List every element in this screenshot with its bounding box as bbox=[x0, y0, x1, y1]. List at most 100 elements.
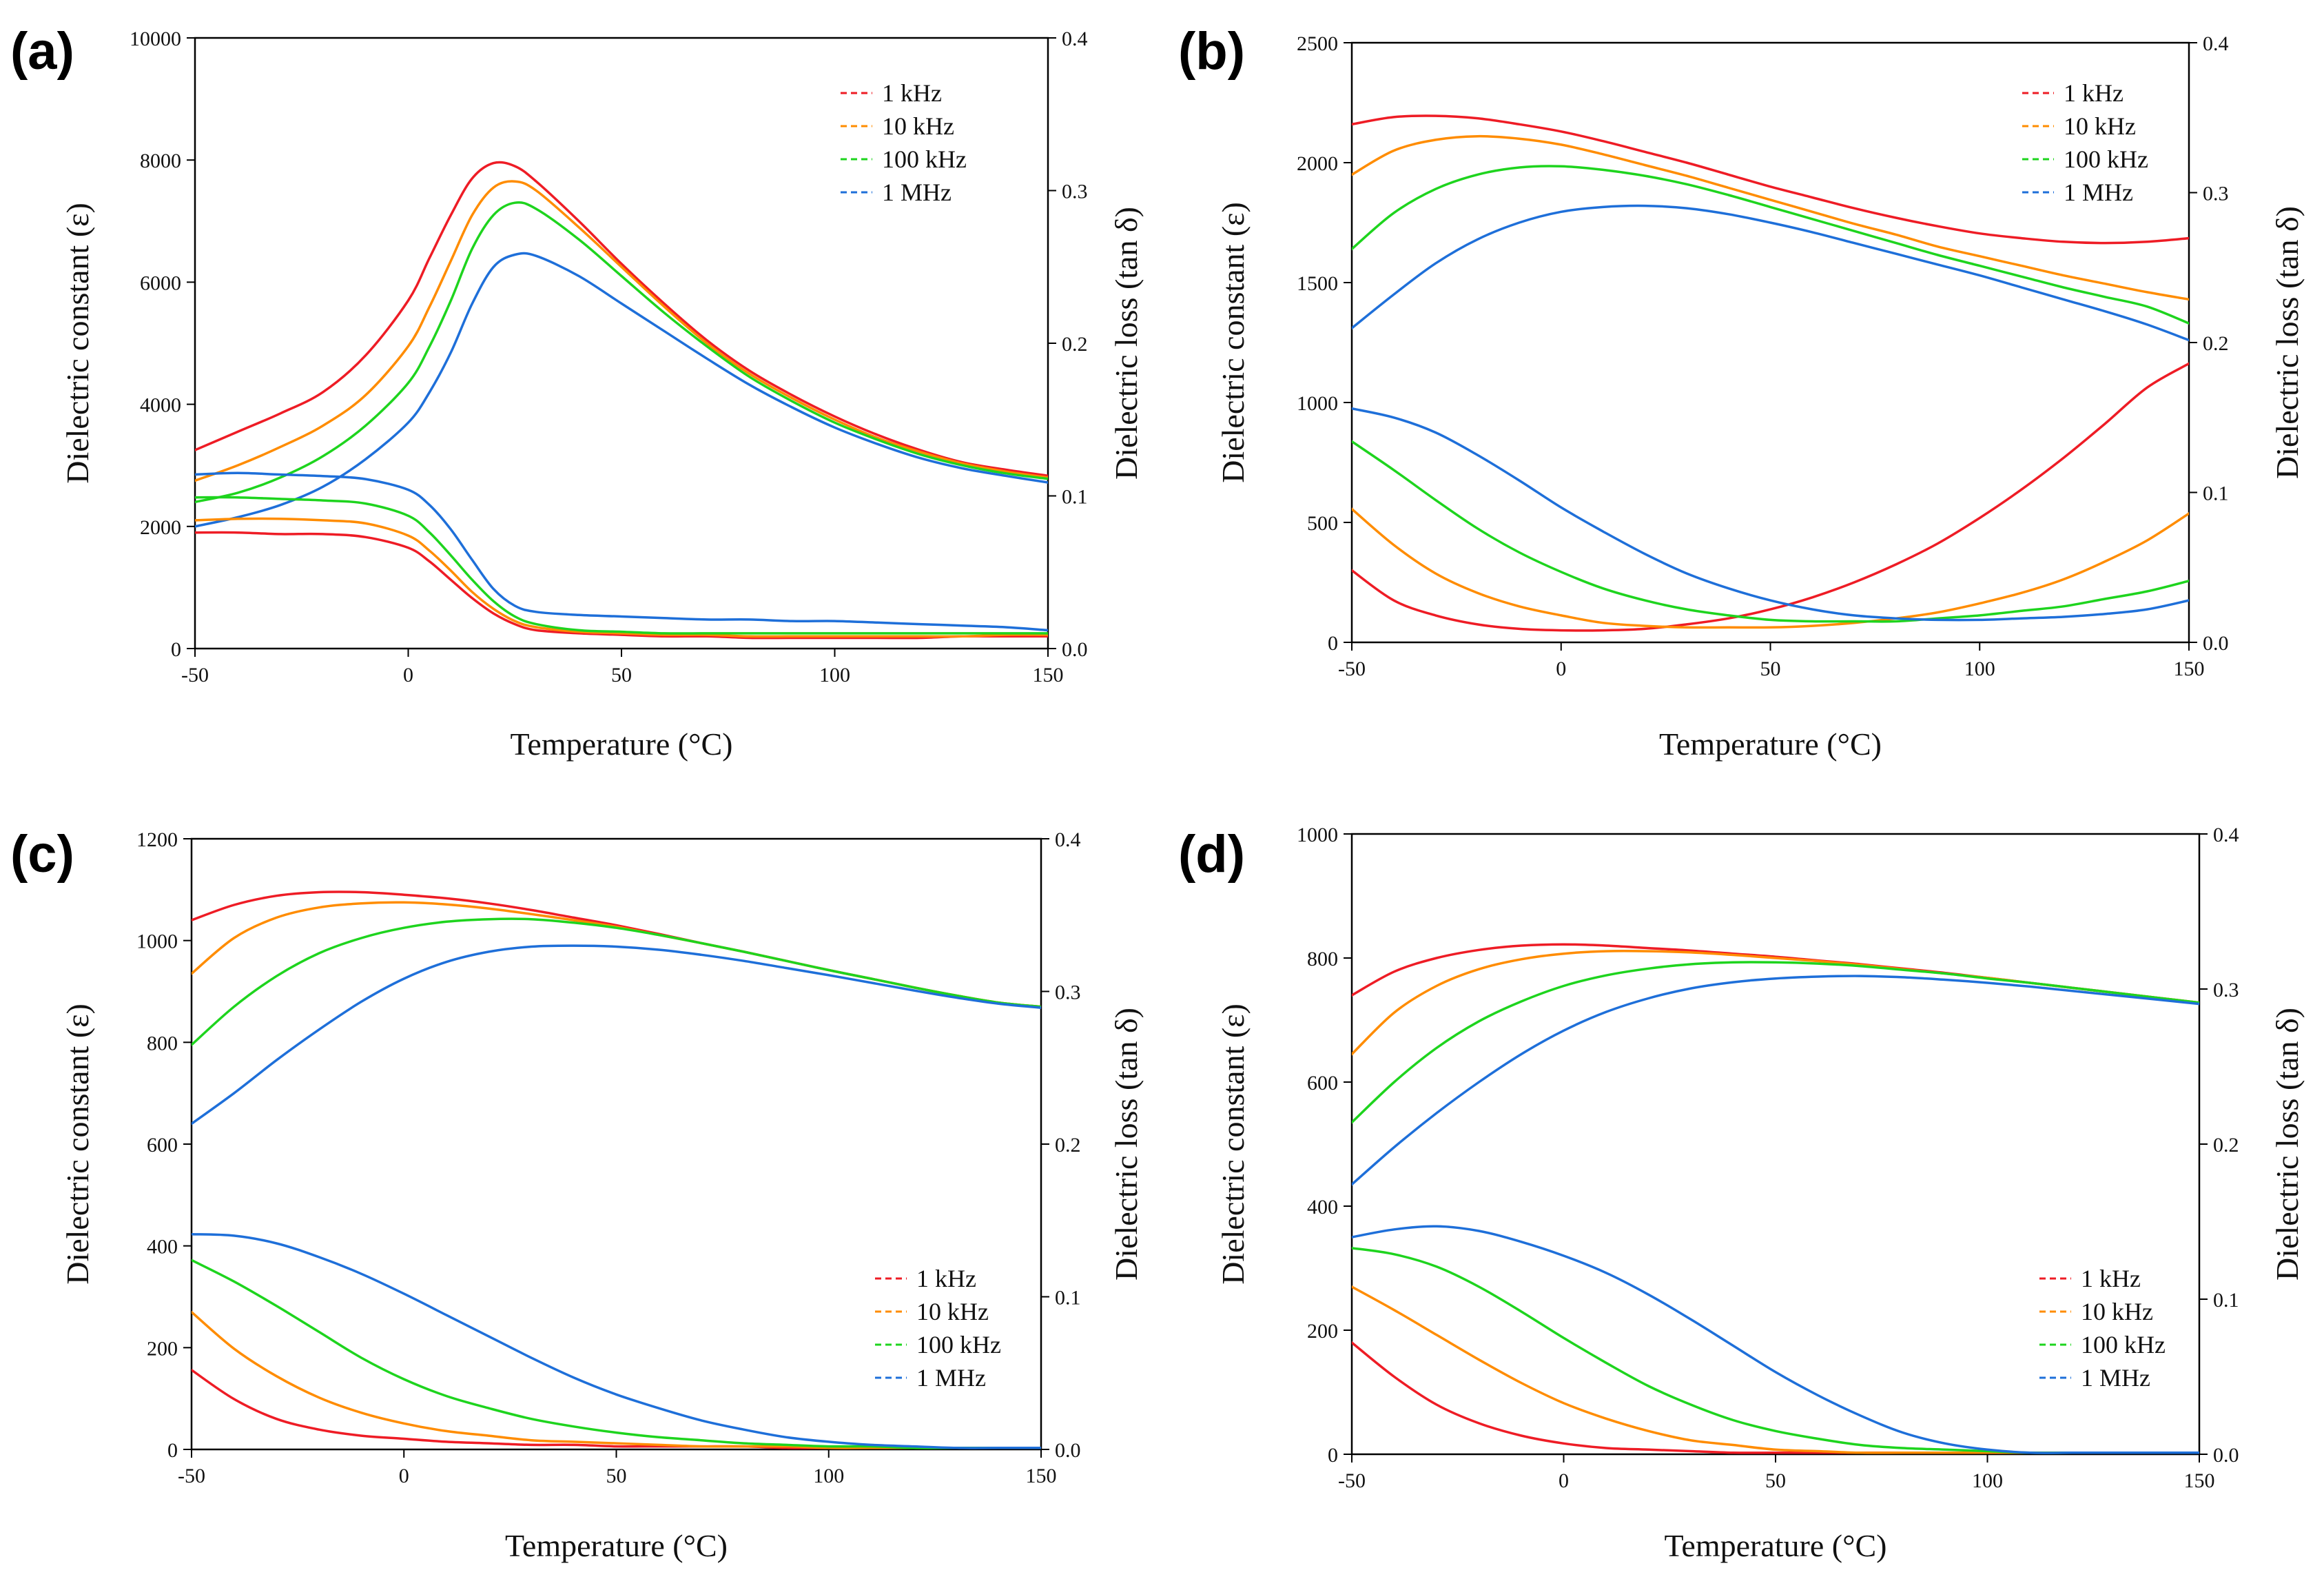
y2-axis-title: Dielectric loss (tan δ) bbox=[2270, 1008, 2305, 1281]
chart-panel-2: (b)-50 0 50 100 150050010001500200025000.00.… bbox=[1178, 22, 2305, 762]
legend-label: 10 kHz bbox=[2064, 112, 2136, 140]
loss-series-100-khz bbox=[195, 496, 1048, 635]
loss-series-10-khz bbox=[1352, 507, 2189, 629]
loss-series-1-mhz bbox=[1352, 1225, 2199, 1454]
y-tick-label: 0 bbox=[1328, 632, 1338, 655]
legend-label: 100 kHz bbox=[2081, 1331, 2166, 1358]
y-tick-label: 1000 bbox=[1297, 824, 1338, 846]
permittivity-series-1-mhz bbox=[192, 944, 1041, 1125]
x-tick-label: 150 bbox=[1033, 664, 1064, 686]
plot-frame bbox=[190, 837, 1042, 1451]
panel-label: (c) bbox=[10, 825, 74, 884]
y2-tick-label: 0.2 bbox=[1062, 333, 1088, 356]
permittivity-series-1-mhz bbox=[1352, 204, 2189, 342]
y2-tick-label: 0.1 bbox=[2213, 1289, 2239, 1312]
y-axis-title: Dielectric constant (ε) bbox=[60, 203, 95, 484]
y-tick-label: 800 bbox=[1307, 948, 1338, 970]
loss-series-1-mhz bbox=[195, 471, 1048, 632]
legend-label: 100 kHz bbox=[2064, 145, 2148, 173]
y-tick-label: 0 bbox=[1328, 1444, 1338, 1467]
y2-tick-label: 0.1 bbox=[2203, 482, 2229, 505]
panel-label: (b) bbox=[1178, 22, 1245, 81]
y2-tick-label: 0.3 bbox=[1062, 181, 1088, 203]
loss-series-10-khz bbox=[195, 517, 1048, 638]
x-tick-label: 150 bbox=[2184, 1469, 2215, 1492]
permittivity-series-10-khz bbox=[1352, 950, 2199, 1056]
y-tick-label: 1000 bbox=[1297, 392, 1338, 415]
loss-series-1-khz bbox=[1352, 362, 2189, 632]
y2-axis-title: Dielectric loss (tan δ) bbox=[1109, 207, 1144, 480]
loss-series-1-khz bbox=[192, 1369, 1041, 1449]
x-tick-label: 0 bbox=[403, 664, 413, 686]
panel-label: (d) bbox=[1178, 825, 1245, 884]
permittivity-series-10-khz bbox=[195, 180, 1048, 482]
y-tick-label: 6000 bbox=[140, 272, 181, 294]
x-tick-label: -50 bbox=[1338, 658, 1366, 680]
y2-tick-label: 0.3 bbox=[1055, 981, 1081, 1004]
y2-tick-label: 0.0 bbox=[1055, 1439, 1081, 1462]
y2-tick-label: 0.4 bbox=[1062, 28, 1088, 50]
legend-label: 10 kHz bbox=[916, 1298, 989, 1325]
legend-label: 1 kHz bbox=[2081, 1265, 2141, 1292]
y-tick-label: 1500 bbox=[1297, 272, 1338, 295]
loss-series-100-khz bbox=[192, 1259, 1041, 1449]
x-tick-label: 0 bbox=[1559, 1469, 1569, 1492]
y-axis-title: Dielectric constant (ε) bbox=[1215, 202, 1251, 483]
y-axis-title: Dielectric constant (ε) bbox=[60, 1004, 95, 1285]
y-tick-label: 400 bbox=[147, 1236, 178, 1259]
x-tick-label: 100 bbox=[813, 1465, 844, 1487]
x-tick-label: 100 bbox=[819, 664, 850, 686]
y2-tick-label: 0.1 bbox=[1055, 1287, 1081, 1310]
permittivity-series-1-khz bbox=[195, 161, 1048, 478]
chart-panel-1: (a)-50 0 50 100 15002000400060008000100000.0… bbox=[10, 22, 1144, 762]
y-tick-label: 600 bbox=[1307, 1072, 1338, 1094]
legend-label: 1 kHz bbox=[882, 79, 942, 107]
loss-series-100-khz bbox=[1352, 440, 2189, 623]
legend-label: 1 MHz bbox=[882, 179, 952, 206]
x-axis-title: Temperature (°C) bbox=[511, 726, 733, 762]
permittivity-series-100-khz bbox=[1352, 961, 2199, 1124]
x-tick-label: 100 bbox=[1964, 658, 1995, 680]
permittivity-series-1-khz bbox=[1352, 114, 2189, 245]
y2-tick-label: 0.0 bbox=[2213, 1444, 2239, 1467]
y2-tick-label: 0.1 bbox=[1062, 486, 1088, 509]
x-tick-label: 0 bbox=[1556, 658, 1566, 680]
legend-label: 1 kHz bbox=[2064, 79, 2124, 107]
loss-series-1-khz bbox=[195, 531, 1048, 640]
x-tick-label: 50 bbox=[1765, 1469, 1786, 1492]
y2-tick-label: 0.4 bbox=[1055, 828, 1081, 851]
y-tick-label: 400 bbox=[1307, 1196, 1338, 1219]
x-tick-label: 150 bbox=[2174, 658, 2205, 680]
legend-label: 1 kHz bbox=[916, 1265, 976, 1292]
plot-frame bbox=[1350, 833, 2201, 1456]
permittivity-series-100-khz bbox=[192, 917, 1041, 1046]
x-tick-label: -50 bbox=[1338, 1469, 1366, 1492]
permittivity-series-10-khz bbox=[1352, 134, 2189, 301]
y2-axis-title: Dielectric loss (tan δ) bbox=[2270, 206, 2305, 479]
y2-tick-label: 0.2 bbox=[2213, 1134, 2239, 1157]
x-tick-label: -50 bbox=[181, 664, 209, 686]
x-tick-label: 150 bbox=[1026, 1465, 1057, 1487]
y-tick-label: 0 bbox=[167, 1439, 178, 1462]
y-tick-label: 2000 bbox=[140, 516, 181, 539]
y2-tick-label: 0.0 bbox=[2203, 632, 2229, 655]
y-tick-label: 10000 bbox=[130, 28, 181, 50]
legend-label: 1 MHz bbox=[2064, 179, 2133, 206]
loss-series-10-khz bbox=[1352, 1285, 2199, 1454]
x-tick-label: 100 bbox=[1972, 1469, 2003, 1492]
permittivity-series-1-mhz bbox=[195, 252, 1048, 528]
y-tick-label: 1000 bbox=[136, 930, 178, 953]
y2-tick-label: 0.4 bbox=[2213, 824, 2239, 846]
x-axis-title: Temperature (°C) bbox=[505, 1528, 728, 1563]
panel-label: (a) bbox=[10, 22, 74, 81]
y2-tick-label: 0.4 bbox=[2203, 32, 2229, 55]
y-tick-label: 2500 bbox=[1297, 32, 1338, 55]
y2-tick-label: 0.2 bbox=[1055, 1134, 1081, 1157]
y-axis-title: Dielectric constant (ε) bbox=[1215, 1004, 1251, 1285]
permittivity-series-1-khz bbox=[1352, 943, 2199, 1004]
y-tick-label: 2000 bbox=[1297, 152, 1338, 175]
legend-label: 1 MHz bbox=[916, 1364, 986, 1392]
x-tick-label: 0 bbox=[399, 1465, 409, 1487]
y2-axis-title: Dielectric loss (tan δ) bbox=[1109, 1008, 1144, 1281]
